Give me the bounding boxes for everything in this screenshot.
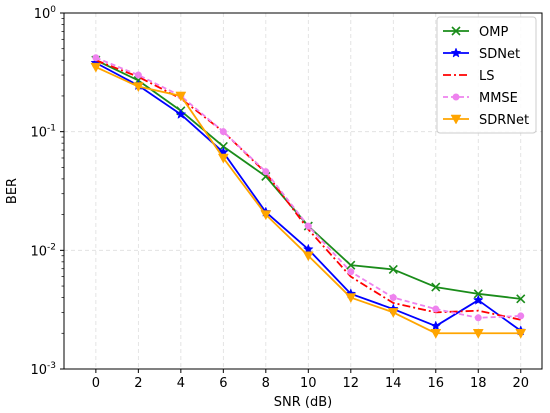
legend-marker-omp: [451, 26, 461, 36]
legend-label-mmse: MMSE: [479, 91, 518, 106]
data-point-mmse: [219, 128, 227, 136]
data-point-sdrnet: [387, 308, 399, 318]
data-point-sdrnet: [430, 329, 442, 339]
plot-frame: [63, 12, 543, 370]
data-point-sdrnet: [345, 293, 357, 304]
x-tick-label: 8: [262, 376, 270, 391]
legend: OMP SDNet LS MMSE SDRNet: [436, 16, 537, 134]
data-point-omp: [388, 264, 398, 275]
x-tick-label: 18: [470, 376, 487, 391]
data-point-sdrnet: [175, 91, 187, 102]
data-point-mmse: [474, 314, 482, 322]
y-tick-base: 10: [30, 126, 47, 141]
data-point-sdrnet: [217, 153, 229, 164]
x-tick-label: 2: [134, 376, 142, 391]
y-tick-exponent: -1: [47, 124, 56, 134]
data-point-sdnet: [175, 108, 187, 119]
data-point-omp: [473, 289, 483, 299]
y-tick-label: 10-2: [30, 242, 56, 259]
legend-label-sdnet: SDNet: [479, 47, 520, 62]
data-point-mmse: [517, 312, 525, 320]
legend-marker-mmse: [452, 93, 460, 101]
y-tick-base: 10: [30, 363, 47, 378]
data-point-sdnet: [430, 320, 442, 331]
y-tick-exponent: -3: [47, 361, 56, 371]
data-point-omp: [346, 260, 356, 270]
y-tick-label: 10-3: [30, 361, 56, 378]
data-point-mmse: [347, 268, 355, 276]
x-tick-label: 16: [428, 376, 445, 391]
x-axis-label: SNR (dB): [274, 395, 332, 410]
data-series: [90, 54, 527, 339]
legend-box: [436, 16, 537, 134]
legend-item-sdrnet: SDRNet: [443, 113, 529, 128]
y-tick-label: 100: [34, 5, 57, 22]
x-tick-label: 6: [219, 376, 227, 391]
series-sdrnet: [90, 62, 527, 339]
data-point-mmse: [432, 305, 440, 313]
y-axis-label: BER: [5, 178, 20, 204]
legend-label-ls: LS: [479, 69, 495, 84]
y-tick-exponent: 0: [50, 5, 56, 15]
data-point-mmse: [134, 71, 142, 79]
data-point-sdrnet: [260, 210, 272, 221]
legend-marker-sdrnet: [450, 114, 462, 125]
legend-item-omp: OMP: [443, 25, 508, 40]
x-tick-label: 20: [512, 376, 529, 391]
data-point-omp: [516, 294, 526, 304]
legend-label-sdrnet: SDRNet: [479, 113, 529, 128]
data-point-mmse: [92, 54, 100, 62]
legend-item-mmse: MMSE: [443, 91, 518, 106]
data-point-mmse: [389, 294, 397, 302]
x-tick-label: 4: [177, 376, 185, 391]
x-tick-label: 10: [300, 376, 317, 391]
data-point-sdnet: [302, 243, 314, 254]
legend-item-sdnet: SDNet: [443, 47, 520, 62]
y-tick-base: 10: [34, 7, 51, 22]
data-point-sdrnet: [132, 82, 144, 93]
data-point-sdrnet: [302, 251, 314, 262]
legend-item-ls: LS: [443, 69, 495, 84]
y-tick-base: 10: [30, 244, 47, 259]
x-tick-label: 12: [343, 376, 360, 391]
x-tick-label: 0: [92, 376, 100, 391]
legend-label-omp: OMP: [479, 25, 508, 40]
data-point-sdnet: [472, 294, 484, 305]
data-point-sdrnet: [472, 329, 484, 339]
data-point-mmse: [262, 168, 270, 176]
x-tick-label: 14: [385, 376, 402, 391]
y-tick-label: 10-1: [30, 124, 56, 141]
data-point-omp: [431, 282, 441, 292]
legend-marker-sdnet: [450, 47, 462, 58]
y-tick-exponent: -2: [47, 242, 56, 252]
data-point-mmse: [304, 222, 312, 230]
data-point-sdrnet: [515, 329, 527, 339]
data-point-sdrnet: [90, 62, 102, 73]
